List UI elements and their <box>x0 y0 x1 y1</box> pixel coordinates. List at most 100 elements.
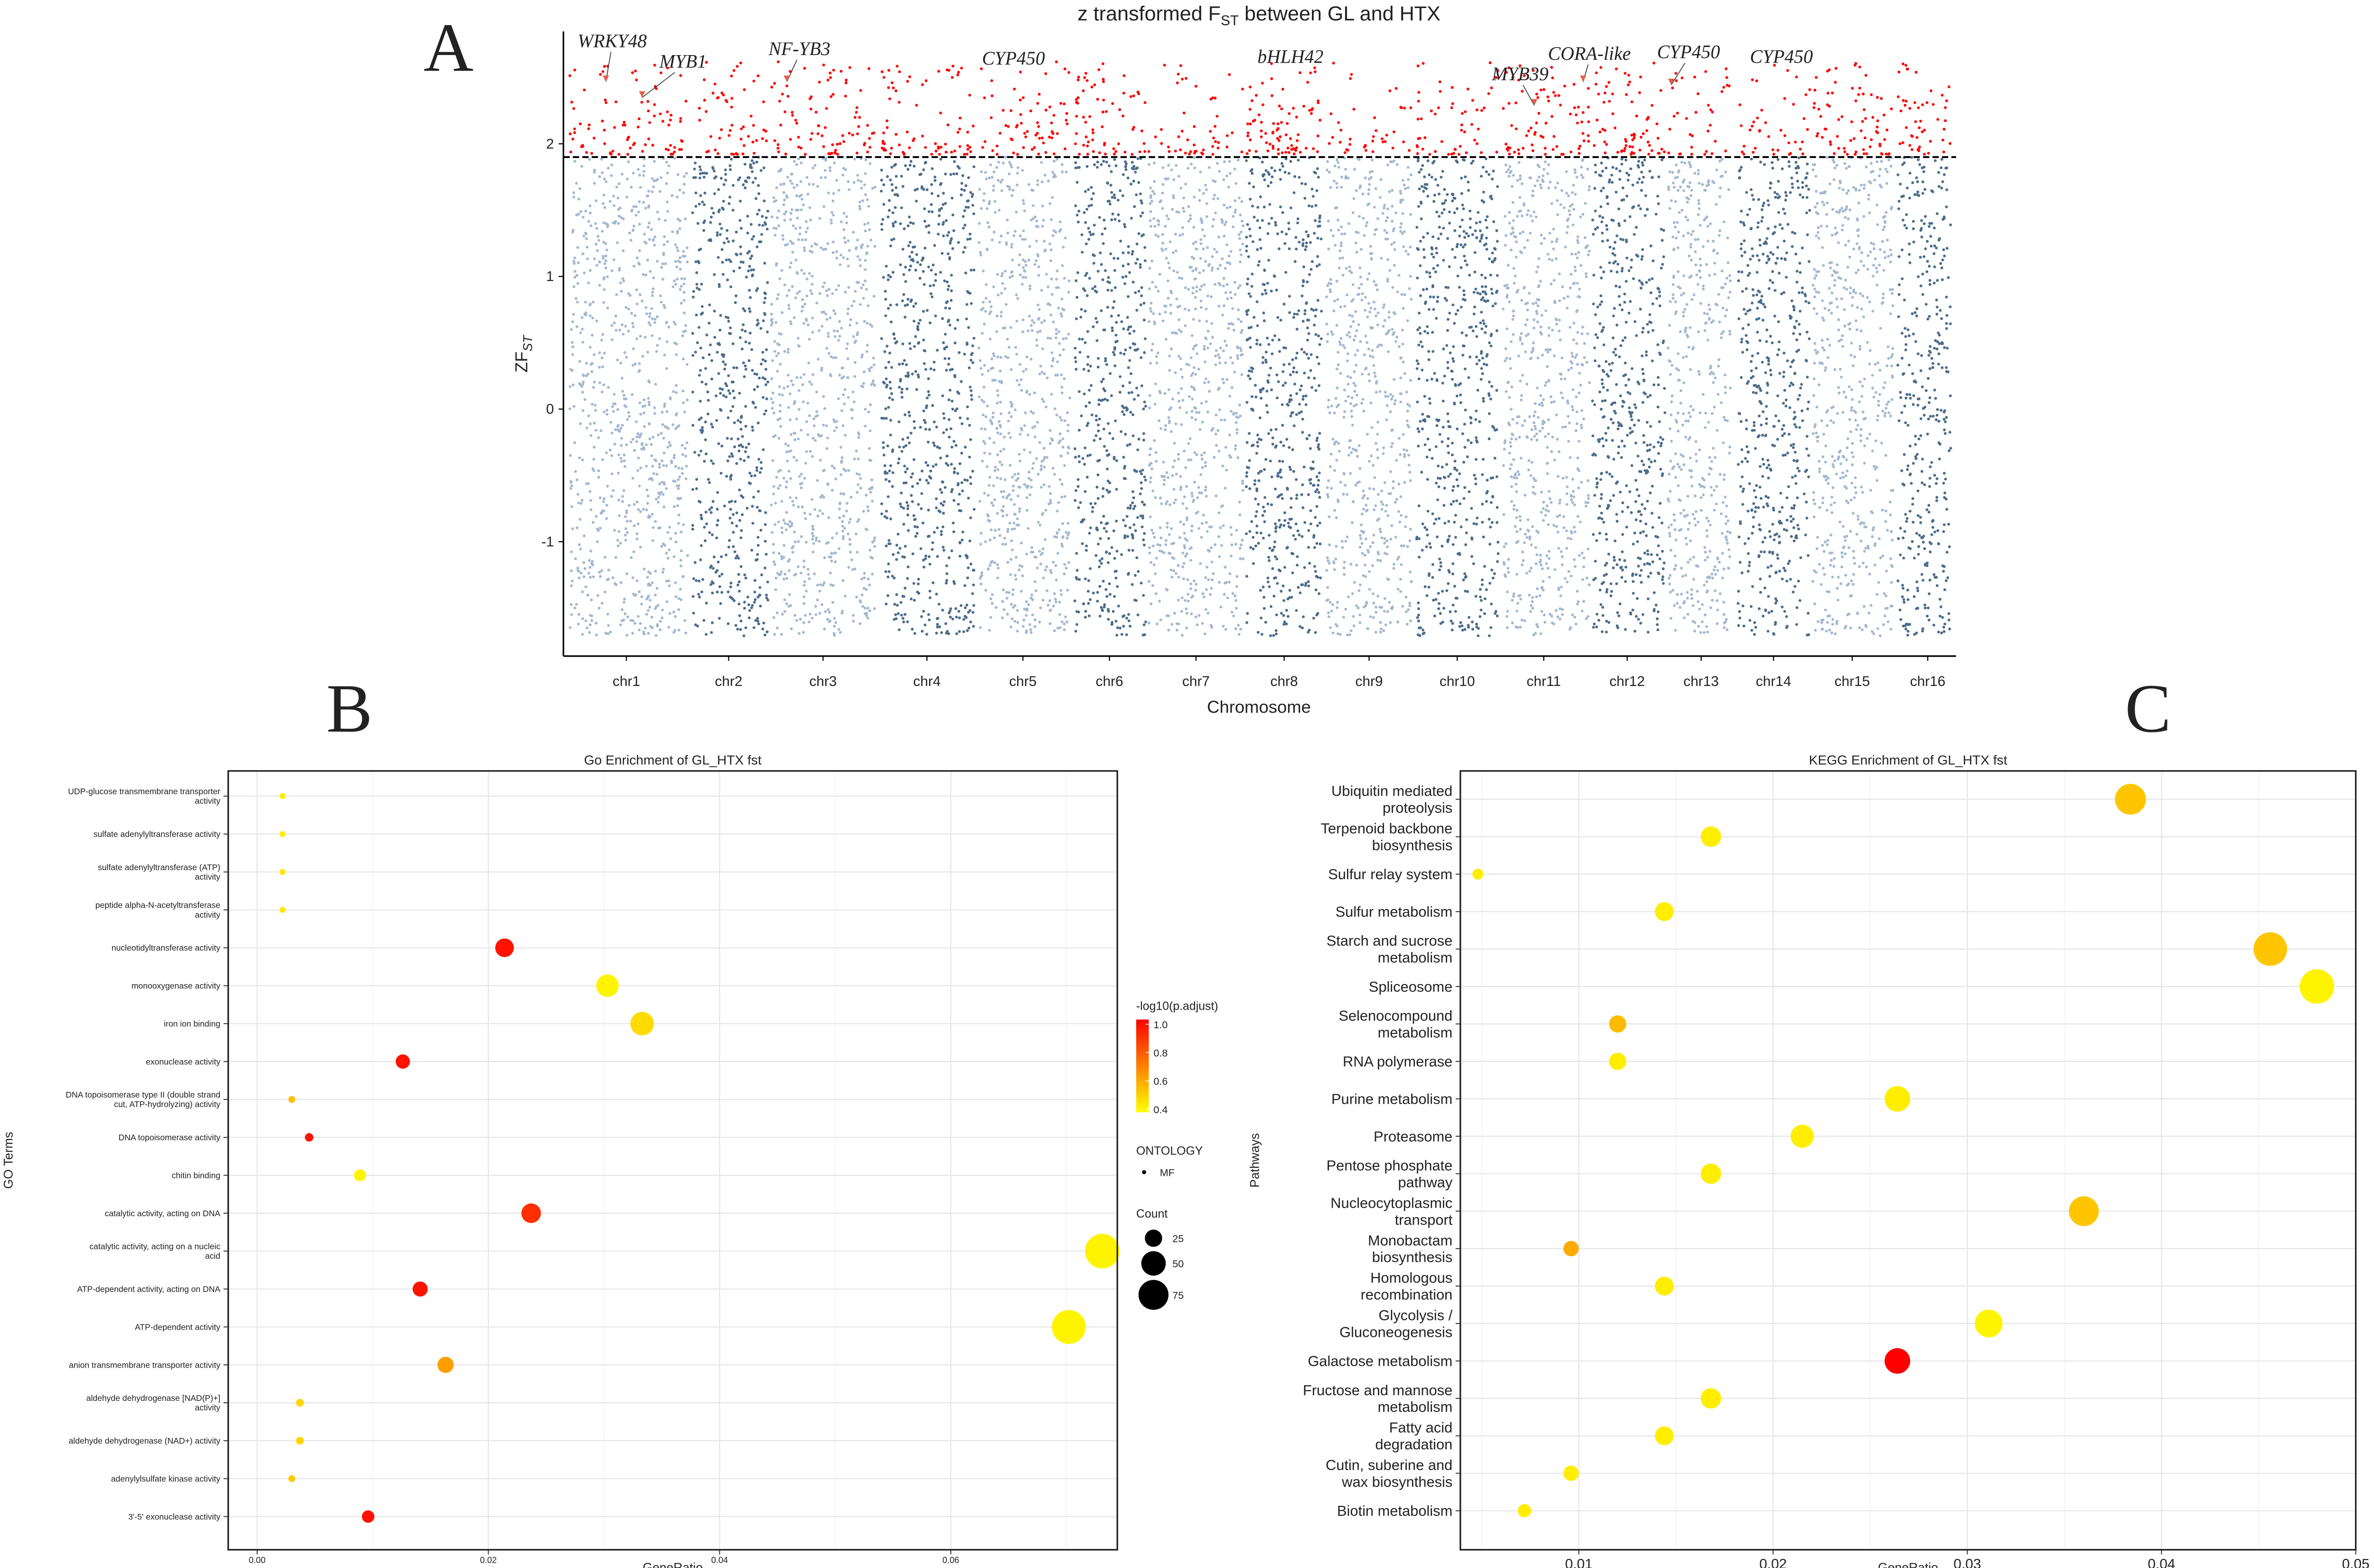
snp-point <box>656 623 659 626</box>
snp-point <box>697 288 701 291</box>
snp-point <box>889 275 892 279</box>
snp-point <box>1205 215 1208 218</box>
snp-point <box>909 221 912 224</box>
snp-point <box>846 257 849 261</box>
snp-point <box>725 553 728 556</box>
snp-point <box>749 163 752 166</box>
snp-point <box>800 208 803 212</box>
snp-point <box>1225 378 1229 381</box>
snp-point <box>989 597 992 601</box>
snp-point <box>1198 271 1201 274</box>
snp-point <box>1046 589 1049 592</box>
snp-point <box>659 176 663 179</box>
snp-point <box>727 545 730 549</box>
snp-point <box>912 305 915 308</box>
snp-point <box>658 482 661 486</box>
snp-point <box>683 277 687 281</box>
snp-point <box>887 307 890 310</box>
snp-point <box>1012 234 1016 237</box>
snp-point <box>1203 381 1206 385</box>
snp-point <box>790 379 793 383</box>
snp-point <box>1122 614 1126 617</box>
significant-snp-point <box>934 150 938 153</box>
snp-point <box>893 193 896 196</box>
snp-point <box>650 477 653 480</box>
snp-point <box>807 620 810 624</box>
snp-point <box>1159 497 1162 500</box>
snp-point <box>1122 352 1126 356</box>
snp-point <box>703 191 707 195</box>
snp-point <box>801 383 804 386</box>
snp-point <box>665 464 668 468</box>
snp-point <box>796 208 800 212</box>
snp-point <box>1167 217 1170 221</box>
snp-point <box>1168 533 1171 536</box>
snp-point <box>603 262 606 265</box>
snp-point <box>905 387 909 391</box>
snp-point <box>966 576 970 580</box>
snp-point <box>1133 205 1136 208</box>
snp-point <box>569 487 573 490</box>
significant-snp-point <box>711 92 715 95</box>
snp-point <box>1137 394 1140 397</box>
significant-snp-point <box>1102 62 1105 66</box>
snp-point <box>869 490 872 494</box>
snp-point <box>1058 220 1062 224</box>
snp-point <box>592 521 595 524</box>
snp-point <box>1031 189 1035 192</box>
significant-snp-point <box>809 138 812 141</box>
snp-point <box>774 588 777 592</box>
snp-point <box>648 605 651 609</box>
snp-point <box>739 428 743 431</box>
snp-point <box>924 554 927 557</box>
snp-point <box>997 394 1000 397</box>
snp-point <box>1074 360 1077 363</box>
snp-point <box>859 264 862 267</box>
snp-point <box>762 319 765 322</box>
snp-point <box>969 233 972 236</box>
snp-point <box>893 603 896 606</box>
snp-point <box>635 532 639 535</box>
snp-point <box>1229 356 1232 359</box>
snp-point <box>834 477 838 480</box>
snp-point <box>1006 561 1009 564</box>
snp-point <box>646 495 650 498</box>
snp-point <box>936 617 940 620</box>
significant-snp-point <box>1082 115 1085 119</box>
snp-point <box>999 490 1003 493</box>
snp-point <box>1132 165 1136 168</box>
snp-point <box>596 235 600 238</box>
snp-point <box>818 292 821 295</box>
snp-point <box>1135 193 1138 197</box>
snp-point <box>1139 492 1142 496</box>
snp-point <box>837 284 840 287</box>
snp-point <box>1054 407 1056 411</box>
snp-point <box>770 503 773 507</box>
snp-point <box>1119 627 1122 630</box>
snp-point <box>1182 523 1186 526</box>
snp-point <box>946 234 949 237</box>
snp-point <box>1186 539 1189 542</box>
significant-snp-point <box>1184 151 1187 155</box>
snp-point <box>969 482 972 485</box>
snp-point <box>783 198 786 202</box>
significant-snp-point <box>1053 152 1055 156</box>
snp-point <box>1235 428 1239 431</box>
snp-point <box>650 228 653 231</box>
snp-point <box>777 209 781 213</box>
snp-point <box>824 247 828 251</box>
significant-snp-point <box>1033 146 1036 149</box>
snp-point <box>825 447 829 450</box>
snp-point <box>1125 617 1129 620</box>
snp-point <box>1228 433 1231 437</box>
snp-point <box>1021 330 1025 333</box>
snp-point <box>882 453 886 457</box>
significant-snp-point <box>881 140 885 143</box>
snp-point <box>641 443 643 446</box>
snp-point <box>731 342 735 346</box>
snp-point <box>1042 400 1046 403</box>
snp-point <box>588 211 592 215</box>
snp-point <box>986 404 989 408</box>
snp-point <box>1185 363 1188 366</box>
snp-point <box>1109 593 1112 596</box>
